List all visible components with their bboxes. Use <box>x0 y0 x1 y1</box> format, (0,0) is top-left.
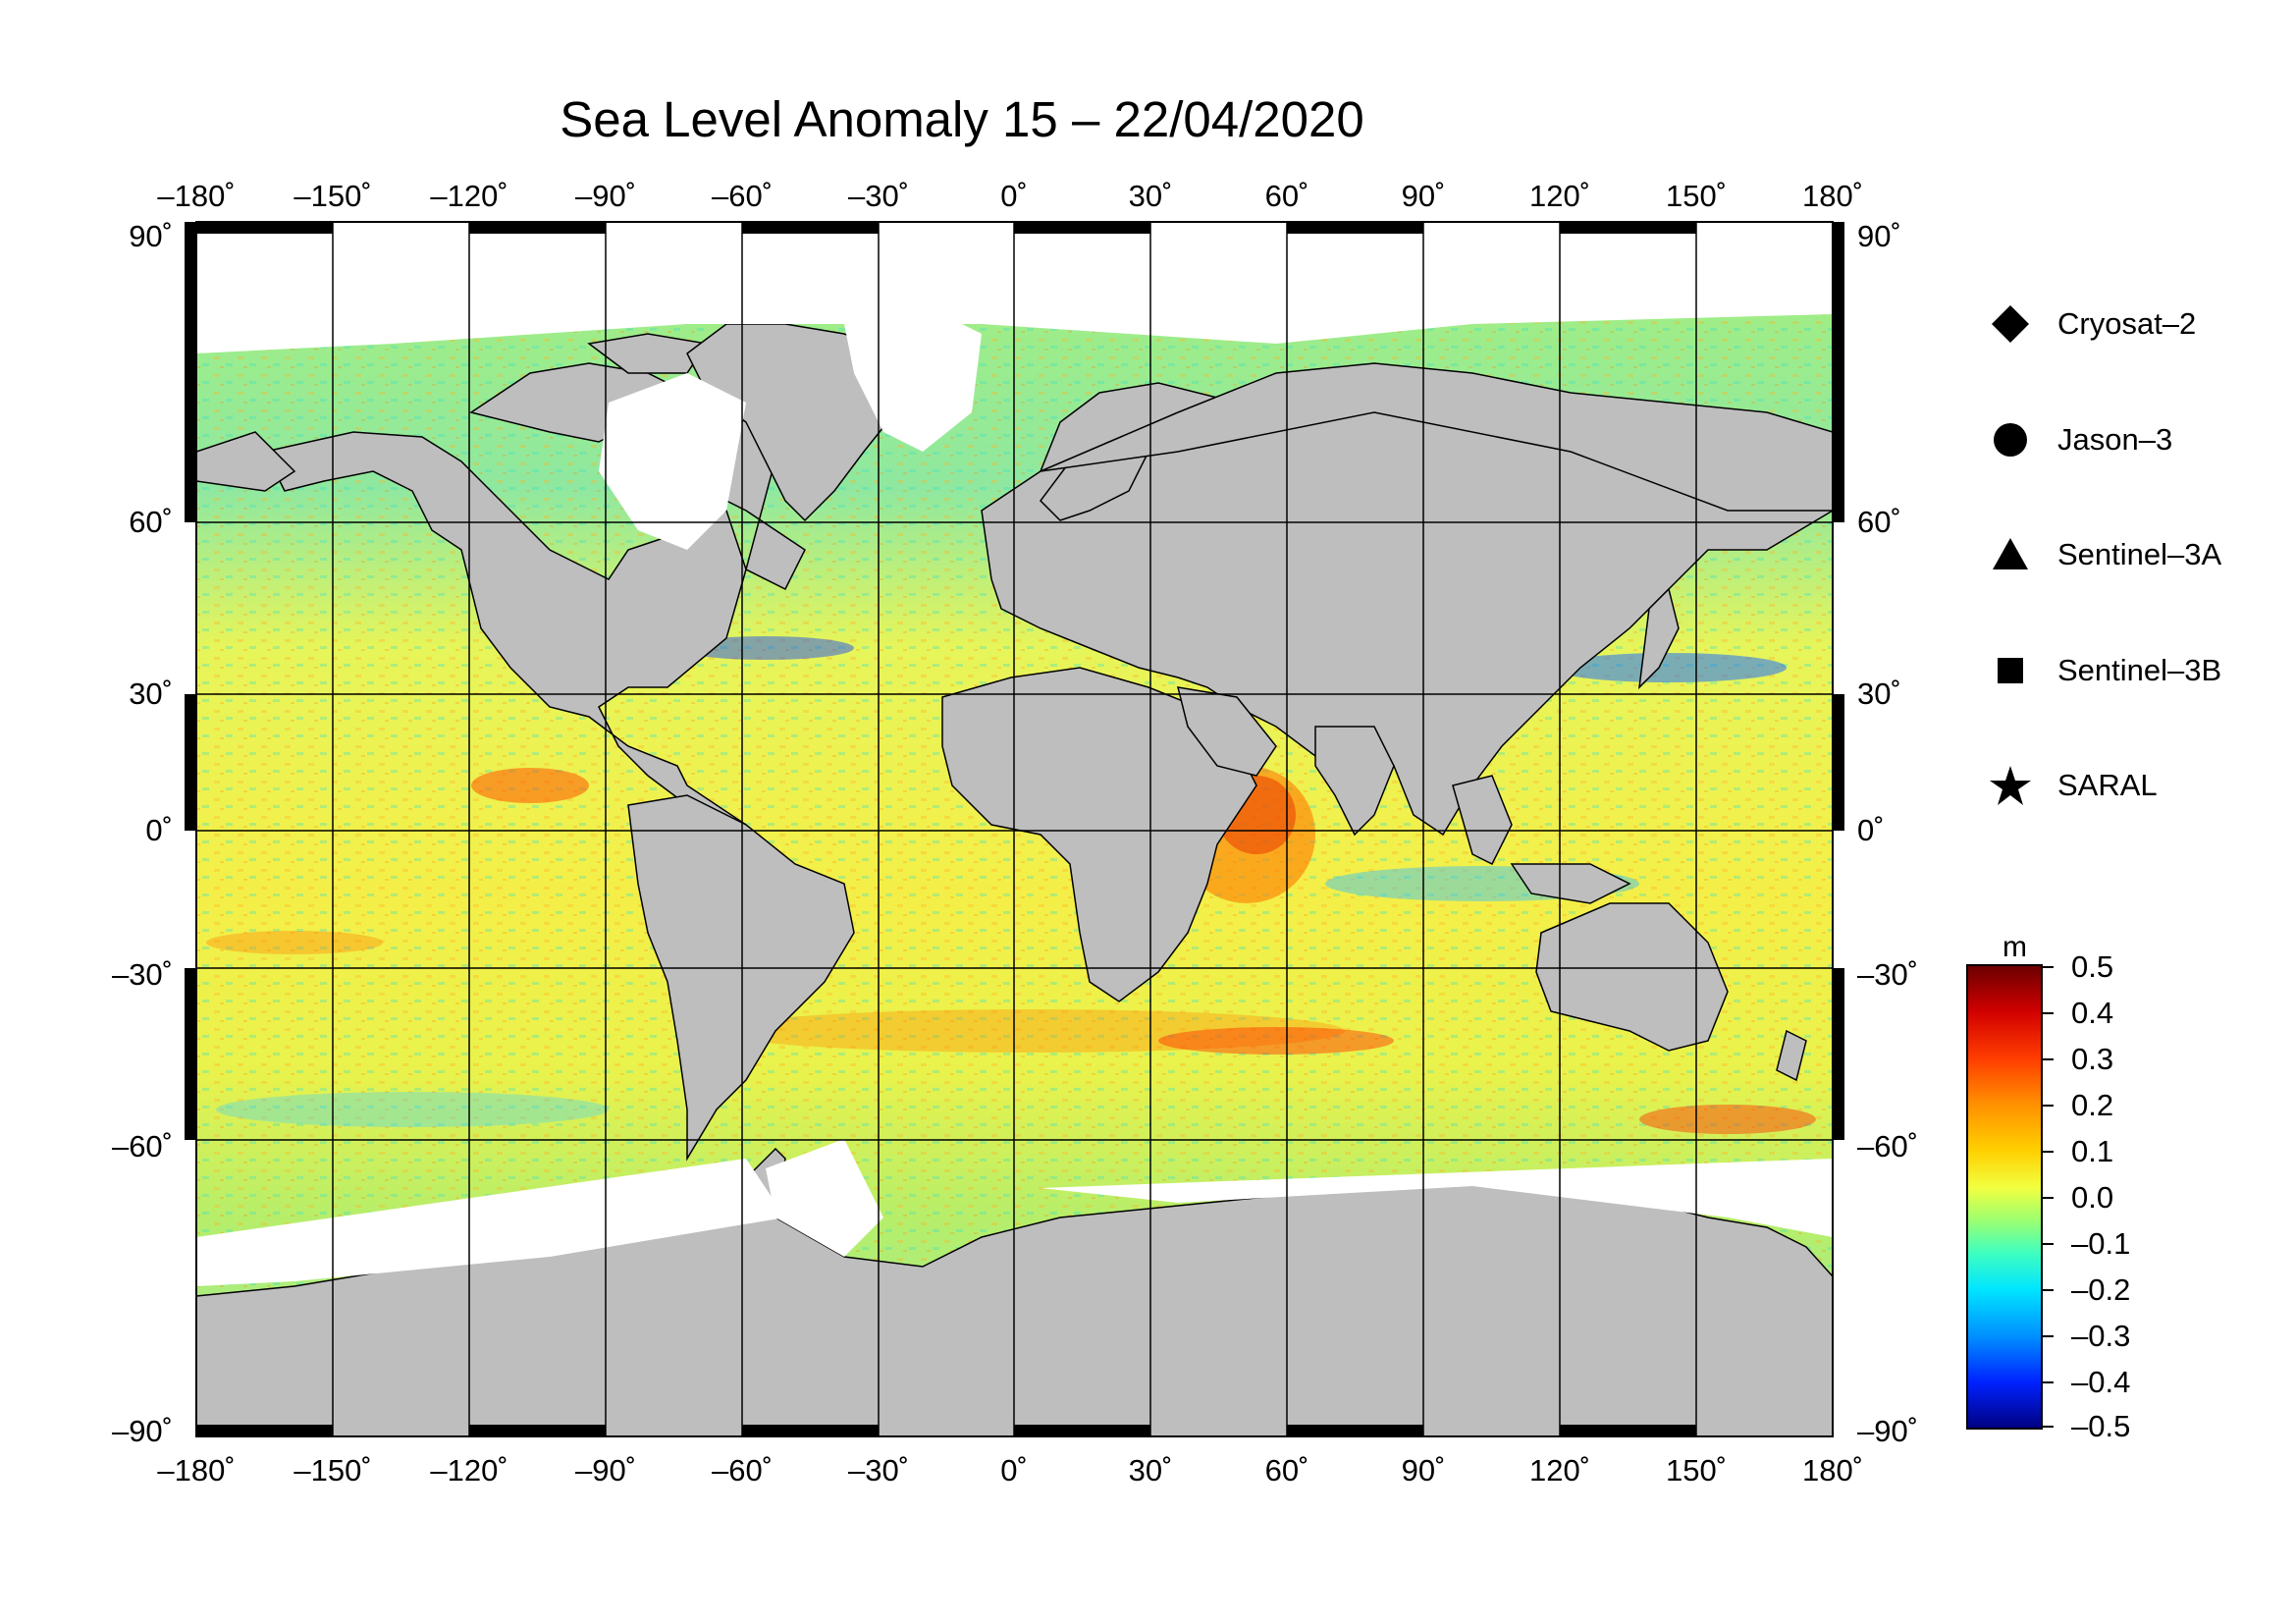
star-icon <box>1990 766 2031 805</box>
lon-tick-top: 120˚ <box>1528 179 1591 213</box>
colorbar-tick-label: 0.1 <box>2071 1134 2114 1168</box>
lon-tick-top: –90˚ <box>574 179 637 213</box>
legend-label: Jason–3 <box>2057 422 2173 457</box>
lat-tick-left: 90˚ <box>129 219 173 253</box>
lat-tick-left: –90˚ <box>111 1414 173 1448</box>
lat-tick-right: –90˚ <box>1857 1414 1919 1448</box>
colorbar-ticks <box>2042 966 2054 1428</box>
lon-tick-bottom: 180˚ <box>1801 1453 1864 1488</box>
colorbar-unit: m <box>2002 931 2027 963</box>
colorbar-tick-label: 0.3 <box>2071 1042 2114 1076</box>
lon-tick-bottom: –90˚ <box>574 1453 637 1488</box>
lon-tick-top: 60˚ <box>1264 179 1309 213</box>
south-america <box>627 794 855 1162</box>
colorbar-tick-label: 0.5 <box>2071 949 2114 984</box>
lat-tick-left: 0˚ <box>145 813 173 847</box>
lon-tick-bottom: 30˚ <box>1128 1453 1173 1488</box>
map-title: Sea Level Anomaly 15 – 22/04/2020 <box>560 91 1364 147</box>
australia <box>1535 902 1729 1052</box>
square-icon <box>1998 658 2023 683</box>
lat-tick-left: 60˚ <box>129 505 173 539</box>
colorbar-tick-label: –0.4 <box>2071 1365 2131 1399</box>
lon-tick-bottom: 90˚ <box>1401 1453 1446 1488</box>
lon-tick-top: –150˚ <box>294 179 372 213</box>
colorbar-tick-label: –0.5 <box>2071 1409 2131 1443</box>
lon-tick-top: –30˚ <box>847 179 910 213</box>
lat-tick-right: –30˚ <box>1857 957 1919 992</box>
diamond-icon <box>1992 305 2029 343</box>
legend-item-sentinel-3a: Sentinel–3A <box>1989 525 2221 584</box>
africa <box>941 667 1257 1002</box>
legend-item-cryosat: Cryosat–2 <box>1989 295 2196 353</box>
lon-tick-top: –60˚ <box>711 179 774 213</box>
lon-tick-bottom: –180˚ <box>157 1453 236 1488</box>
triangle-icon <box>1993 538 2028 569</box>
lon-tick-top: –120˚ <box>430 179 508 213</box>
colorbar-tick-label: –0.1 <box>2071 1226 2131 1261</box>
colorbar-tick-label: 0.4 <box>2071 996 2114 1030</box>
india <box>1314 726 1395 837</box>
lon-tick-bottom: –150˚ <box>294 1453 372 1488</box>
lon-tick-bottom: 150˚ <box>1665 1453 1728 1488</box>
circle-icon <box>1994 423 2027 457</box>
lon-tick-top: 30˚ <box>1128 179 1173 213</box>
lat-tick-right: –60˚ <box>1857 1129 1919 1163</box>
lat-tick-right: 60˚ <box>1857 505 1901 539</box>
lon-tick-top: –180˚ <box>157 179 236 213</box>
lat-tick-left: –30˚ <box>111 957 173 992</box>
legend-label: Sentinel–3B <box>2057 653 2222 687</box>
lon-tick-top: 0˚ <box>1000 179 1028 213</box>
lat-tick-left: –60˚ <box>111 1129 173 1163</box>
legend-label: Cryosat–2 <box>2057 306 2197 341</box>
legend-item-jason: Jason–3 <box>1989 410 2172 469</box>
north-america <box>263 411 806 837</box>
lon-tick-bottom: –60˚ <box>711 1453 774 1488</box>
legend-label: Sentinel–3A <box>2057 537 2222 571</box>
colorbar-tick-label: 0.2 <box>2071 1088 2114 1122</box>
lon-tick-top: 150˚ <box>1665 179 1728 213</box>
lon-tick-top: 180˚ <box>1801 179 1864 213</box>
lon-tick-bottom: –120˚ <box>430 1453 508 1488</box>
lon-tick-bottom: 0˚ <box>1000 1453 1028 1488</box>
lon-tick-bottom: –30˚ <box>847 1453 910 1488</box>
colorbar <box>1966 964 2043 1430</box>
legend-item-sentinel-3b: Sentinel–3B <box>1989 641 2221 700</box>
lat-tick-right: 30˚ <box>1857 676 1901 711</box>
legend-item-saral: SARAL <box>1989 756 2158 815</box>
colorbar-tick-label: 0.0 <box>2071 1180 2114 1215</box>
lat-tick-left: 30˚ <box>129 676 173 711</box>
legend-label: SARAL <box>2057 768 2158 802</box>
lon-tick-top: 90˚ <box>1401 179 1446 213</box>
lat-tick-right: 0˚ <box>1857 813 1885 847</box>
lat-tick-right: 90˚ <box>1857 219 1901 253</box>
colorbar-tick-label: –0.2 <box>2071 1272 2131 1307</box>
graticule <box>196 222 1833 1436</box>
lon-tick-bottom: 120˚ <box>1528 1453 1591 1488</box>
lon-tick-bottom: 60˚ <box>1264 1453 1309 1488</box>
colorbar-tick-label: –0.3 <box>2071 1319 2131 1353</box>
border-bars <box>185 222 1844 1436</box>
